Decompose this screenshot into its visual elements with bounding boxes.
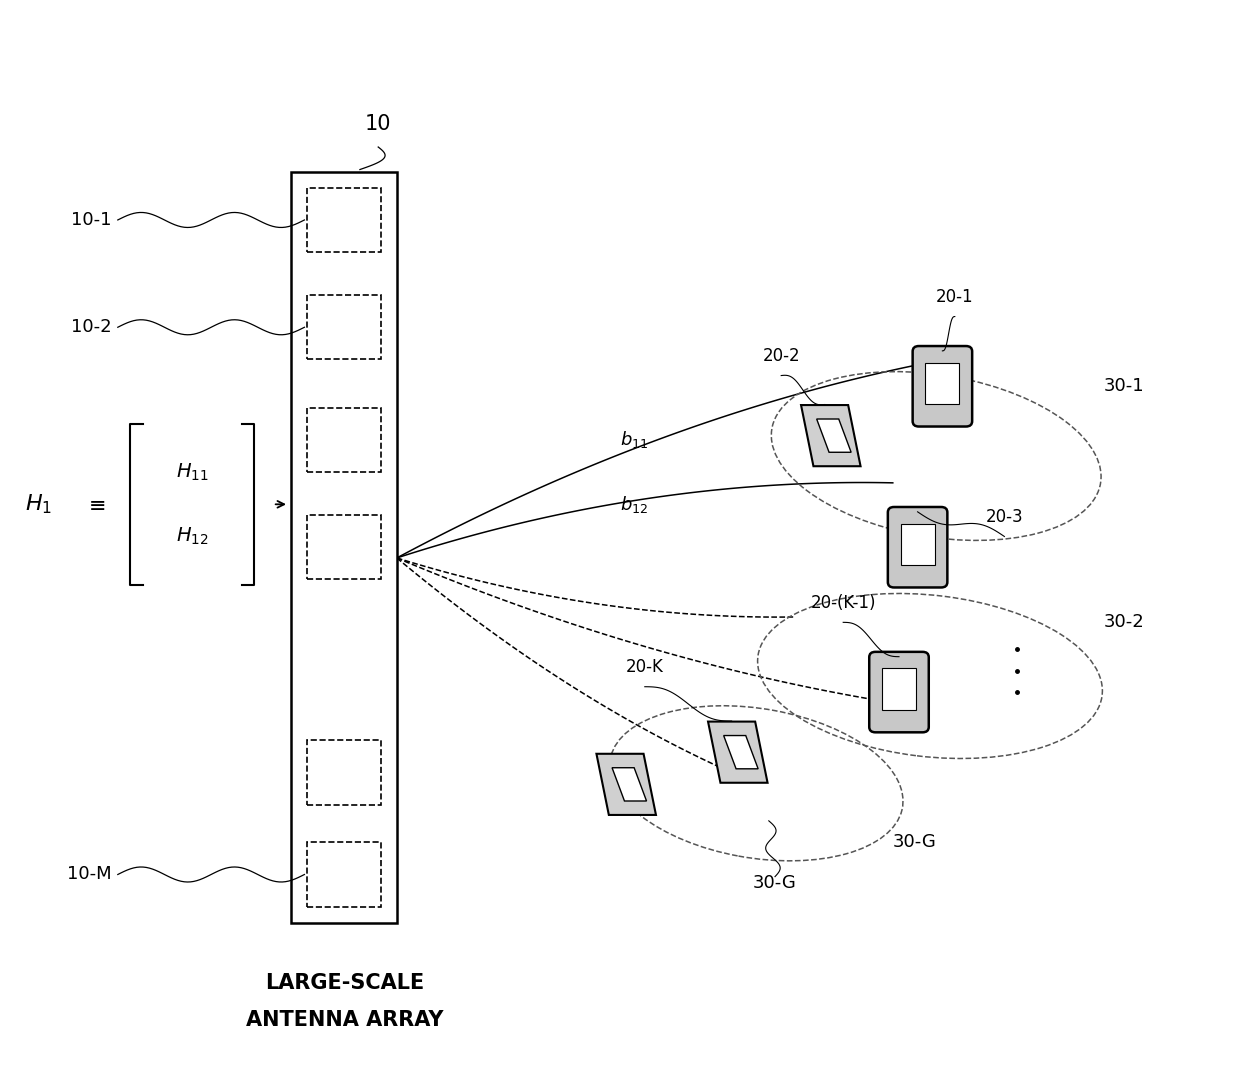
Bar [306,842,381,907]
Text: 10-2: 10-2 [71,319,112,336]
Text: $b_{12}$: $b_{12}$ [620,494,649,515]
Polygon shape [724,736,758,768]
Bar [306,188,381,252]
Text: 30-G: 30-G [753,874,797,893]
Text: LARGE-SCALE: LARGE-SCALE [265,972,424,993]
Bar [882,668,916,710]
Polygon shape [817,420,851,453]
Text: 20-2: 20-2 [763,347,800,365]
Text: 30-G: 30-G [893,834,936,851]
Text: 10-1: 10-1 [71,211,112,229]
Bar [306,295,381,359]
Bar [306,408,381,472]
FancyBboxPatch shape [869,651,929,732]
FancyBboxPatch shape [888,508,947,588]
FancyBboxPatch shape [913,346,972,426]
Text: 30-1: 30-1 [1104,378,1145,395]
Bar [291,172,397,923]
Text: 20-1: 20-1 [936,288,973,306]
Polygon shape [801,406,861,466]
Text: $b_{11}$: $b_{11}$ [620,429,649,451]
Text: 10: 10 [365,114,392,134]
Text: 10-M: 10-M [67,866,112,883]
Polygon shape [613,768,646,800]
Bar [306,740,381,805]
Text: 30-2: 30-2 [1104,614,1145,631]
Text: 20-3: 20-3 [986,508,1023,526]
Polygon shape [708,721,768,783]
Text: 20-(K-1): 20-(K-1) [811,593,875,612]
Text: $\equiv$: $\equiv$ [84,495,105,514]
Bar [925,363,960,405]
Text: $H_{12}$: $H_{12}$ [176,526,208,547]
Text: $H_1$: $H_1$ [25,493,52,516]
Polygon shape [596,753,656,815]
Text: ANTENNA ARRAY: ANTENNA ARRAY [246,1010,444,1030]
Text: $H_{11}$: $H_{11}$ [176,461,208,483]
Bar [900,524,935,565]
Text: 20-K: 20-K [626,658,663,676]
Bar [306,515,381,579]
